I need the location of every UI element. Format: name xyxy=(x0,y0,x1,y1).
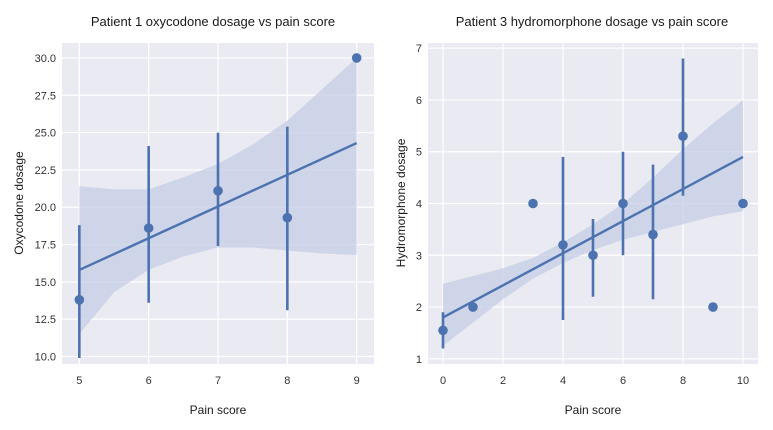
data-points xyxy=(74,53,362,305)
y-tick-label: 20.0 xyxy=(35,202,56,214)
confidence-band xyxy=(443,100,743,346)
panel-patient-1: Patient 1 oxycodone dosage vs pain score… xyxy=(12,14,374,417)
x-tick-label: 4 xyxy=(560,375,566,387)
data-point xyxy=(213,186,223,196)
y-tick-label: 22.5 xyxy=(35,165,56,177)
y-tick-labels: 10.0 12.5 15.0 17.5 20.0 22.5 25.0 27.5 30.0 xyxy=(35,53,56,364)
x-axis-label: Pain score xyxy=(565,403,622,417)
x-tick-labels: 0 2 4 6 8 10 xyxy=(440,375,749,387)
x-tick-labels: 5 6 7 8 9 xyxy=(76,375,359,387)
y-tick-label: 17.5 xyxy=(35,240,56,252)
chart-title: Patient 3 hydromorphone dosage vs pain s… xyxy=(456,14,728,29)
y-tick-label: 4 xyxy=(416,199,422,211)
y-tick-label: 30.0 xyxy=(35,53,56,65)
data-point xyxy=(738,198,748,209)
data-point xyxy=(438,325,448,336)
regression-line-path xyxy=(442,155,744,319)
x-tick-label: 7 xyxy=(215,375,221,387)
data-point xyxy=(528,198,538,209)
y-axis-label: Hydromorphone dosage xyxy=(394,138,408,267)
x-tick-label: 0 xyxy=(440,375,446,387)
data-point xyxy=(588,250,598,261)
regression-line xyxy=(78,141,358,272)
regression-line-path xyxy=(78,141,358,272)
y-tick-label: 5 xyxy=(416,147,422,159)
y-axis-label: Oxycodone dosage xyxy=(12,151,26,255)
x-tick-label: 9 xyxy=(354,375,360,387)
y-tick-label: 6 xyxy=(416,95,422,107)
data-point xyxy=(558,240,568,250)
y-tick-label: 27.5 xyxy=(35,90,56,102)
x-tick-label: 5 xyxy=(76,375,82,387)
y-tick-label: 1 xyxy=(416,354,422,366)
x-tick-label: 6 xyxy=(146,375,152,387)
y-tick-label: 7 xyxy=(416,43,422,55)
data-point xyxy=(648,229,658,240)
confidence-band-area xyxy=(443,100,743,346)
chart-title: Patient 1 oxycodone dosage vs pain score xyxy=(91,14,335,29)
data-point xyxy=(282,212,293,223)
panel-patient-3: Patient 3 hydromorphone dosage vs pain s… xyxy=(394,14,758,417)
regression-line xyxy=(442,155,744,319)
y-tick-label: 25.0 xyxy=(35,128,56,140)
y-tick-label: 2 xyxy=(416,302,422,314)
y-tick-label: 3 xyxy=(416,250,422,262)
data-point xyxy=(74,295,85,305)
x-axis-label: Pain score xyxy=(190,403,247,417)
y-tick-label: 15.0 xyxy=(35,277,56,289)
data-point xyxy=(678,131,688,141)
data-point xyxy=(708,302,718,312)
data-point xyxy=(143,223,154,233)
data-point xyxy=(468,302,478,312)
x-tick-label: 6 xyxy=(620,375,626,387)
x-tick-label: 8 xyxy=(284,375,290,387)
data-point xyxy=(618,198,628,209)
y-tick-label: 10.0 xyxy=(35,352,56,364)
y-tick-label: 12.5 xyxy=(35,314,56,326)
x-tick-label: 8 xyxy=(680,375,686,387)
x-tick-label: 2 xyxy=(500,375,506,387)
data-points xyxy=(438,131,748,336)
data-point xyxy=(351,53,362,63)
y-tick-labels: 1 2 3 4 5 6 7 xyxy=(416,43,422,366)
x-tick-label: 10 xyxy=(737,375,749,387)
